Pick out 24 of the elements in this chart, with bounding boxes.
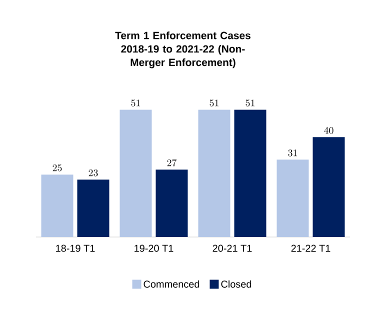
data-label: 51 <box>131 100 140 106</box>
data-label: 27 <box>167 159 177 166</box>
data-label: 40 <box>324 126 334 134</box>
legend-label: Commenced <box>144 280 200 288</box>
bar <box>234 110 266 237</box>
bar <box>312 137 345 237</box>
data-label: 51 <box>210 100 218 106</box>
bar <box>41 174 74 237</box>
data-label: 25 <box>52 164 62 172</box>
bar <box>276 160 309 237</box>
data-label: 51 <box>246 100 254 106</box>
data-label: 31 <box>288 149 297 156</box>
chart-subtitle: 2018-19 to 2021-22 (Non-Merger Enforcement) <box>121 44 245 68</box>
bar <box>198 110 230 237</box>
x-tick-label: 20-21 T1 <box>212 244 252 252</box>
bar <box>156 170 188 237</box>
bar <box>120 110 152 237</box>
chart-title: Term 1 Enforcement Cases <box>115 32 250 40</box>
x-tick-label: 18-19 T1 <box>56 244 95 252</box>
data-label: 23 <box>88 169 98 176</box>
legend-label: Closed <box>221 280 252 288</box>
bar <box>77 180 110 237</box>
x-tick-label: 21-22 T1 <box>291 244 330 252</box>
x-tick-label: 19-20 T1 <box>134 244 174 252</box>
